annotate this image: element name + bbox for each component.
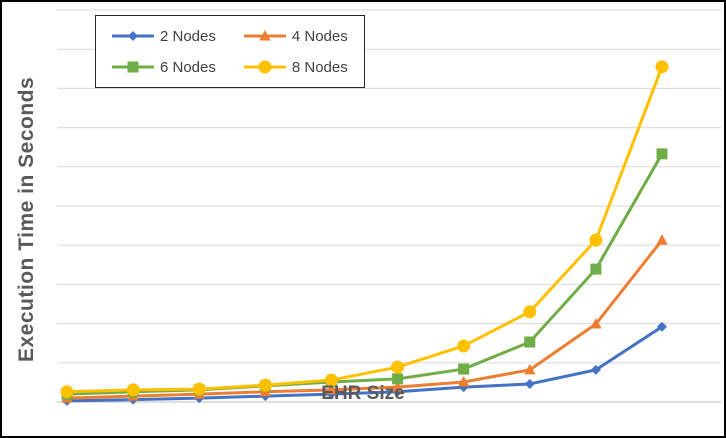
legend-marker-circle-icon — [243, 60, 286, 74]
legend-label: 2 Nodes — [160, 27, 216, 45]
legend-label: 8 Nodes — [291, 58, 348, 76]
legend-item-8-nodes: 8 Nodes — [243, 58, 348, 76]
legend: 2 Nodes 4 Nodes 6 Nodes 8 Nodes — [95, 15, 365, 88]
legend-label: 6 Nodes — [160, 58, 216, 76]
x-axis-label: EHR Size — [321, 383, 405, 404]
legend-marker-square-icon — [112, 61, 154, 73]
legend-marker-diamond-icon — [112, 31, 154, 41]
legend-item-2-nodes: 2 Nodes — [112, 27, 216, 45]
legend-label: 4 Nodes — [291, 27, 348, 45]
y-axis-label: Execution Time in Seconds — [15, 76, 38, 362]
legend-marker-triangle-icon — [243, 30, 286, 41]
legend-item-6-nodes: 6 Nodes — [112, 58, 216, 76]
legend-item-4-nodes: 4 Nodes — [243, 27, 348, 45]
